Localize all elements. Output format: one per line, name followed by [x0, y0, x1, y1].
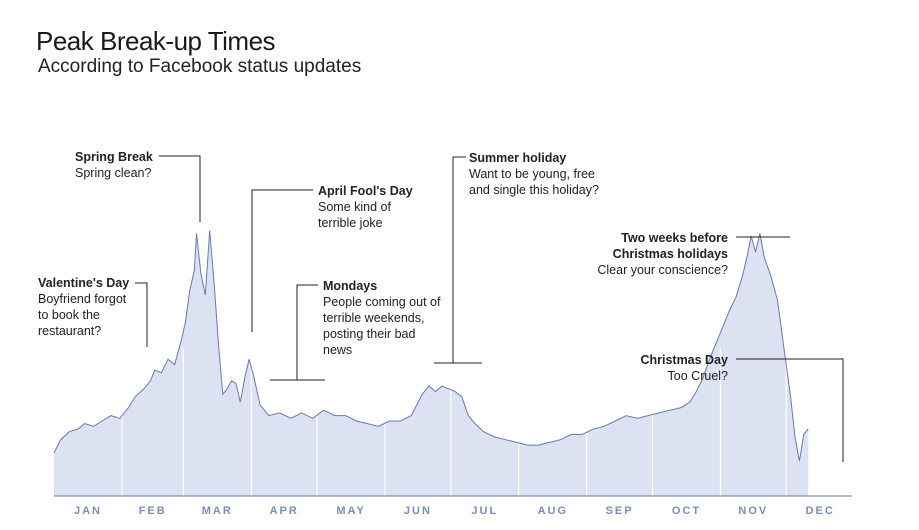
month-axis-labels: JAN FEB MAR APR MAY JUN JUL AUG SEP OCT NOV DEC [74, 505, 835, 517]
annotation-note: People coming out of [323, 295, 441, 309]
leader-summer-holiday [434, 156, 482, 364]
annotation-note: Spring clean? [75, 166, 152, 180]
annotation-note: Too Cruel? [667, 369, 728, 383]
annotation-title: Valentine's Day [38, 276, 130, 290]
chart-title: Peak Break-up Times [36, 26, 276, 56]
annotation-mondays: Mondays People coming out of terrible we… [323, 278, 440, 358]
annotation-title: Spring Break [75, 150, 153, 164]
breakup-area-series [54, 230, 809, 496]
annotation-title: April Fool's Day [318, 184, 413, 198]
annotation-two-weeks-before-christmas: Two weeks before Christmas holidays Clea… [597, 230, 728, 278]
annotation-christmas-day: Christmas Day Too Cruel? [640, 352, 728, 384]
month-label-feb: FEB [139, 505, 167, 517]
annotation-spring-break: Spring Break Spring clean? [75, 149, 153, 181]
annotation-note: and single this holiday? [469, 183, 599, 197]
month-label-jan: JAN [74, 505, 102, 517]
month-label-sep: SEP [606, 505, 634, 517]
leader-valentines-day [135, 282, 148, 347]
annotation-title: Christmas Day [640, 353, 728, 367]
annotation-note: restaurant? [38, 324, 102, 338]
annotation-title: Mondays [323, 279, 378, 293]
leader-spring-break [159, 155, 201, 222]
annotation-april-fools: April Fool's Day Some kind of terrible j… [318, 183, 413, 231]
annotation-summer-holiday: Summer holiday Want to be young, free an… [469, 150, 599, 198]
chart-subtitle: According to Facebook status updates [38, 56, 362, 77]
annotation-leader-lines [135, 155, 844, 462]
annotation-note: terrible joke [318, 216, 383, 230]
annotation-note: posting their bad [323, 327, 416, 341]
month-gridlines [121, 348, 787, 496]
month-label-jul: JUL [471, 505, 498, 517]
leader-christmas-day [736, 358, 844, 462]
annotation-title: Summer holiday [469, 151, 567, 165]
annotation-title-line2: Christmas holidays [612, 247, 728, 261]
annotation-note: terrible weekends, [323, 311, 425, 325]
annotation-note: to book the [38, 308, 100, 322]
breakup-area-outline [53, 230, 809, 462]
annotation-note: news [323, 343, 353, 357]
leader-mondays [270, 284, 325, 381]
annotation-title: Two weeks before [621, 231, 728, 245]
month-label-jun: JUN [404, 505, 432, 517]
annotation-note: Want to be young, free [469, 167, 596, 181]
month-label-dec: DEC [806, 505, 835, 517]
annotation-note: Clear your conscience? [597, 263, 728, 277]
annotation-note: Some kind of [318, 200, 391, 214]
month-label-aug: AUG [538, 505, 568, 517]
annotation-note: Boyfriend forgot [38, 292, 127, 306]
month-label-apr: APR [270, 505, 299, 517]
annotation-valentines-day: Valentine's Day Boyfriend forgot to book… [38, 275, 129, 339]
month-label-may: MAY [336, 505, 365, 517]
leader-april-fools [251, 189, 313, 332]
month-label-oct: OCT [672, 505, 701, 517]
month-label-mar: MAR [202, 505, 233, 517]
month-label-nov: NOV [738, 505, 768, 517]
